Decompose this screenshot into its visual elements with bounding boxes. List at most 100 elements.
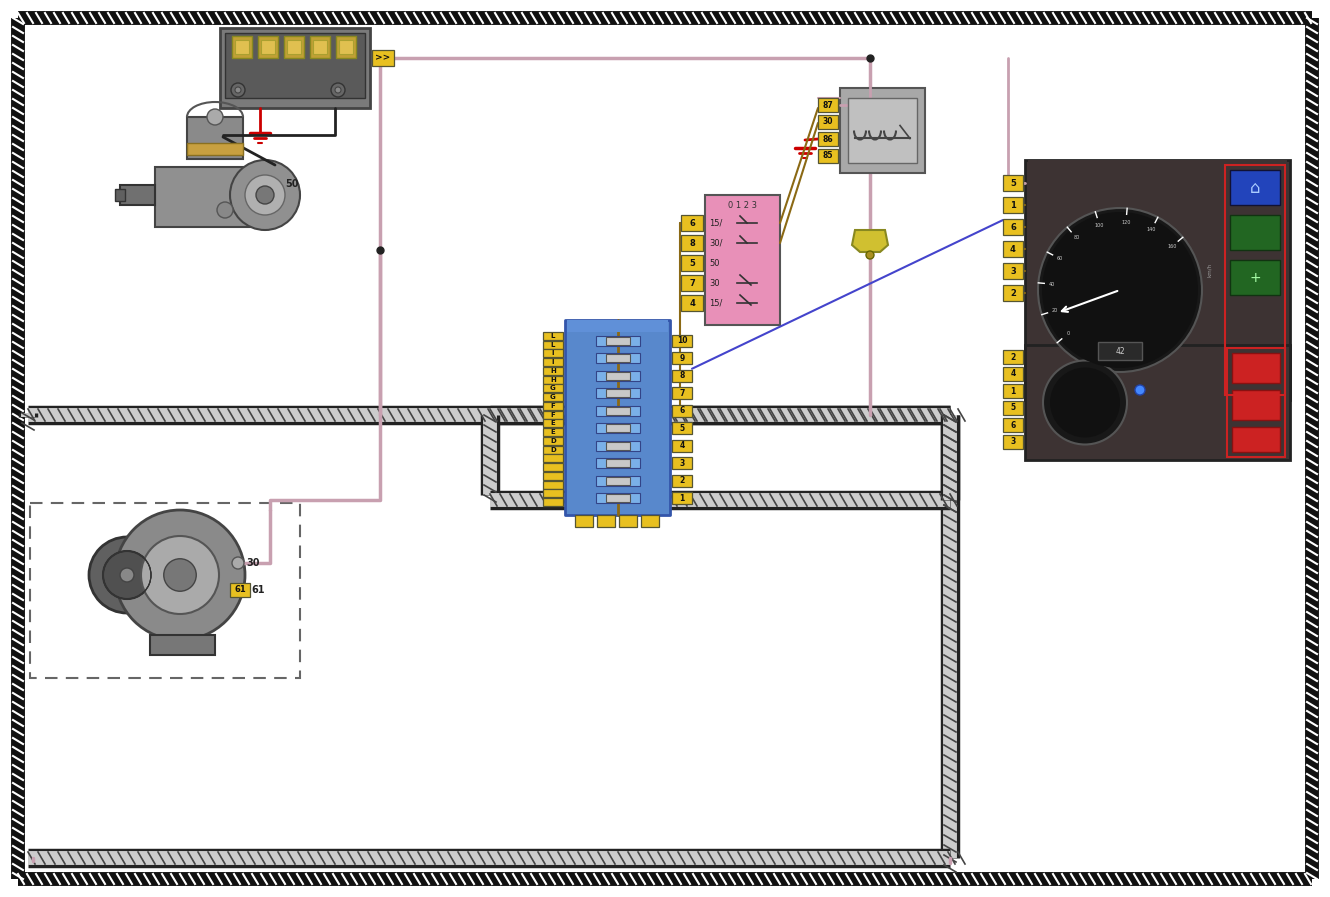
Text: 61: 61 bbox=[234, 586, 246, 595]
Bar bbox=[1232, 353, 1279, 383]
Circle shape bbox=[230, 160, 301, 230]
Bar bbox=[1003, 367, 1023, 381]
Text: 8: 8 bbox=[680, 371, 685, 380]
Bar bbox=[672, 440, 692, 452]
Bar bbox=[1025, 345, 1290, 460]
Bar bbox=[219, 28, 370, 108]
Text: 20: 20 bbox=[1052, 308, 1059, 313]
Bar bbox=[543, 420, 563, 427]
Bar bbox=[543, 341, 563, 349]
Bar bbox=[605, 371, 629, 379]
Text: 87: 87 bbox=[823, 100, 834, 109]
Bar bbox=[596, 388, 640, 398]
Bar bbox=[672, 457, 692, 469]
Bar bbox=[543, 385, 563, 392]
Bar bbox=[336, 36, 356, 58]
Circle shape bbox=[89, 537, 165, 613]
Circle shape bbox=[1037, 208, 1202, 372]
Text: I: I bbox=[552, 359, 555, 365]
Circle shape bbox=[866, 251, 874, 259]
Bar bbox=[543, 332, 563, 340]
Bar bbox=[605, 494, 629, 502]
Text: 10: 10 bbox=[677, 336, 688, 345]
Text: 2: 2 bbox=[676, 476, 681, 485]
Text: 160: 160 bbox=[1168, 244, 1177, 248]
Bar bbox=[543, 437, 563, 445]
Bar bbox=[543, 402, 563, 410]
Bar bbox=[1003, 401, 1023, 415]
Bar bbox=[596, 423, 640, 433]
Bar bbox=[156, 167, 275, 227]
Circle shape bbox=[1043, 361, 1127, 445]
Text: 6: 6 bbox=[1011, 421, 1016, 430]
Text: 8: 8 bbox=[676, 371, 681, 380]
Bar bbox=[681, 235, 704, 251]
Text: >>: >> bbox=[375, 54, 391, 63]
Text: 9: 9 bbox=[676, 353, 681, 362]
Bar bbox=[672, 370, 692, 382]
Text: 3: 3 bbox=[1011, 438, 1016, 447]
Bar bbox=[313, 40, 327, 54]
Bar bbox=[543, 358, 563, 366]
Bar bbox=[596, 475, 640, 486]
Bar bbox=[543, 472, 563, 480]
Text: E: E bbox=[551, 421, 556, 426]
Text: 5: 5 bbox=[676, 423, 681, 432]
Text: 7: 7 bbox=[676, 388, 681, 397]
Bar bbox=[818, 149, 838, 163]
Polygon shape bbox=[853, 230, 888, 252]
Bar bbox=[1232, 427, 1279, 452]
Text: 2: 2 bbox=[1011, 353, 1016, 361]
Circle shape bbox=[235, 87, 241, 93]
Bar bbox=[672, 492, 692, 504]
Circle shape bbox=[207, 109, 223, 125]
Bar bbox=[672, 388, 692, 399]
Bar bbox=[841, 88, 924, 173]
Bar bbox=[225, 33, 364, 98]
Circle shape bbox=[255, 186, 274, 204]
Text: F: F bbox=[551, 403, 556, 409]
Text: 3: 3 bbox=[676, 458, 681, 467]
Bar bbox=[543, 350, 563, 357]
Text: +: + bbox=[1249, 271, 1261, 285]
Text: 86: 86 bbox=[823, 135, 834, 144]
Text: 4: 4 bbox=[676, 441, 681, 450]
Text: 120: 120 bbox=[1121, 220, 1130, 225]
Circle shape bbox=[335, 87, 340, 93]
Text: 2: 2 bbox=[680, 476, 685, 485]
Bar bbox=[1003, 435, 1023, 449]
Text: 140: 140 bbox=[1146, 227, 1156, 232]
Text: 5: 5 bbox=[1009, 179, 1016, 187]
Text: 7: 7 bbox=[680, 388, 685, 397]
Bar bbox=[1003, 219, 1023, 235]
Bar bbox=[150, 635, 215, 655]
Text: 5: 5 bbox=[680, 423, 685, 432]
Bar bbox=[1099, 342, 1142, 360]
Bar bbox=[605, 476, 629, 484]
Bar bbox=[231, 36, 251, 58]
Bar bbox=[605, 389, 629, 397]
Bar bbox=[285, 36, 305, 58]
Bar bbox=[339, 40, 352, 54]
Text: D: D bbox=[551, 438, 556, 444]
Circle shape bbox=[331, 83, 344, 97]
Bar bbox=[596, 405, 640, 415]
Bar bbox=[672, 475, 692, 487]
Bar bbox=[818, 132, 838, 146]
Circle shape bbox=[102, 551, 152, 599]
Text: 15/: 15/ bbox=[709, 219, 722, 228]
Bar bbox=[681, 275, 704, 291]
Text: L: L bbox=[551, 342, 555, 348]
Bar bbox=[261, 40, 275, 54]
Text: 60: 60 bbox=[1056, 257, 1063, 261]
Bar bbox=[310, 36, 330, 58]
Bar bbox=[596, 370, 640, 380]
Bar bbox=[258, 36, 278, 58]
Bar bbox=[681, 215, 704, 231]
Bar bbox=[1003, 418, 1023, 432]
Bar bbox=[1230, 215, 1279, 250]
Bar bbox=[605, 459, 629, 467]
Bar bbox=[235, 40, 249, 54]
Circle shape bbox=[1134, 385, 1145, 395]
Bar bbox=[543, 463, 563, 471]
